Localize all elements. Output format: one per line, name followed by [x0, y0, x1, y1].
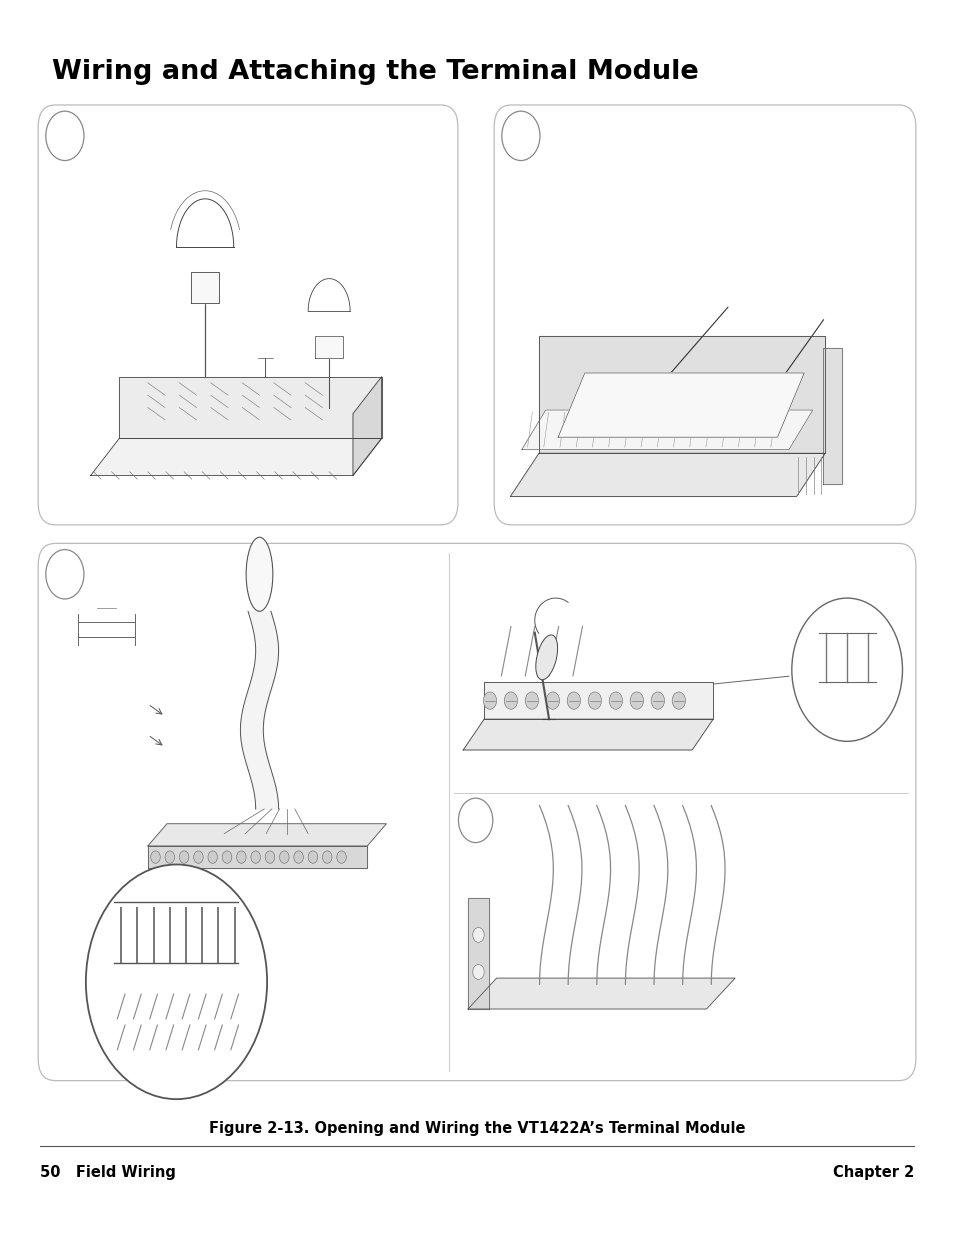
Circle shape [525, 692, 538, 709]
Circle shape [165, 851, 174, 863]
Circle shape [251, 851, 260, 863]
Circle shape [458, 798, 493, 842]
Circle shape [46, 111, 84, 161]
FancyBboxPatch shape [494, 105, 915, 525]
Circle shape [483, 692, 497, 709]
Circle shape [609, 692, 622, 709]
Circle shape [791, 598, 902, 741]
Circle shape [588, 692, 601, 709]
Circle shape [294, 851, 303, 863]
Polygon shape [484, 682, 713, 719]
Circle shape [473, 927, 484, 942]
Polygon shape [314, 336, 343, 358]
Polygon shape [558, 373, 803, 437]
Circle shape [546, 692, 559, 709]
Polygon shape [148, 846, 367, 868]
Ellipse shape [246, 537, 273, 611]
Circle shape [208, 851, 217, 863]
Ellipse shape [536, 635, 557, 679]
Text: 50   Field Wiring: 50 Field Wiring [40, 1165, 175, 1179]
Polygon shape [191, 272, 219, 303]
Polygon shape [463, 719, 713, 750]
Polygon shape [91, 438, 381, 475]
Circle shape [236, 851, 246, 863]
Polygon shape [510, 453, 824, 496]
Circle shape [336, 851, 346, 863]
Circle shape [651, 692, 664, 709]
Polygon shape [822, 348, 841, 484]
Polygon shape [468, 898, 489, 1009]
Circle shape [473, 965, 484, 979]
Circle shape [86, 864, 267, 1099]
Circle shape [151, 851, 160, 863]
Circle shape [222, 851, 232, 863]
Circle shape [322, 851, 332, 863]
Polygon shape [148, 824, 386, 846]
Polygon shape [353, 377, 381, 475]
FancyBboxPatch shape [38, 543, 915, 1081]
Polygon shape [521, 410, 812, 450]
Polygon shape [538, 336, 824, 453]
Polygon shape [119, 377, 381, 438]
FancyBboxPatch shape [38, 105, 457, 525]
Circle shape [672, 692, 685, 709]
Text: Figure 2-13. Opening and Wiring the VT1422A’s Terminal Module: Figure 2-13. Opening and Wiring the VT14… [209, 1121, 744, 1136]
Circle shape [265, 851, 274, 863]
Circle shape [567, 692, 580, 709]
Circle shape [279, 851, 289, 863]
Circle shape [179, 851, 189, 863]
Circle shape [504, 692, 517, 709]
Circle shape [630, 692, 643, 709]
Text: Chapter 2: Chapter 2 [832, 1165, 913, 1179]
Circle shape [193, 851, 203, 863]
Circle shape [501, 111, 539, 161]
Circle shape [46, 550, 84, 599]
Polygon shape [468, 978, 735, 1009]
Circle shape [308, 851, 317, 863]
Text: Wiring and Attaching the Terminal Module: Wiring and Attaching the Terminal Module [52, 59, 699, 85]
